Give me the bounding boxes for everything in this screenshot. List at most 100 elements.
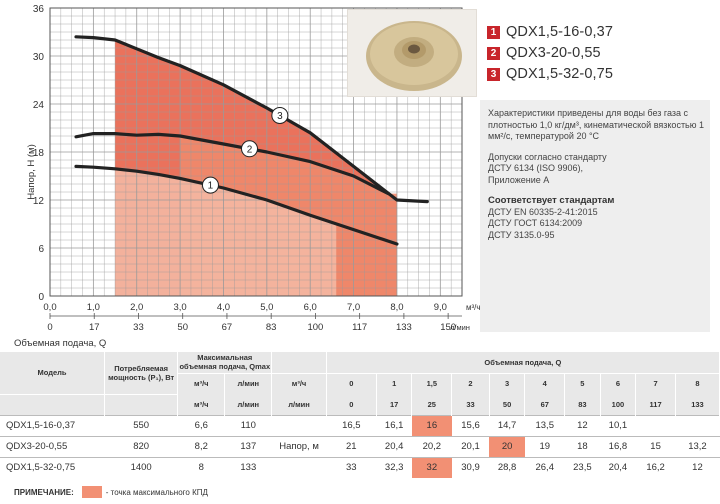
y-tick-label: 6 bbox=[38, 244, 44, 255]
x-tick-label-m3h: 1,0 bbox=[87, 302, 100, 313]
header-q-value: 8 bbox=[675, 373, 720, 394]
head-value-cell: 19 bbox=[524, 435, 565, 457]
info-conditions: Характеристики приведены для воды без га… bbox=[488, 108, 705, 141]
info-standard-1: ДСТУ EN 60335-2-41:2015 bbox=[488, 206, 598, 217]
power-cell: 1400 bbox=[104, 456, 178, 478]
header-q-lmin: 100 bbox=[600, 394, 637, 415]
legend-item-2: 2 QDX3-20-0,55 bbox=[487, 43, 712, 63]
header-qmax-m3h-unit: м³/ч bbox=[177, 394, 226, 415]
model-cell: QDX1,5-16-0,37 bbox=[0, 414, 105, 436]
header-q-lmin: 133 bbox=[675, 394, 720, 415]
header-power: Потребляемая мощность (P₁), Вт bbox=[104, 352, 179, 395]
head-value-cell: 20,4 bbox=[600, 456, 636, 478]
table-row: QDX1,5-32-0,75 1400 8 133 33 32,3 32 30,9 28,8 26… bbox=[0, 456, 720, 478]
specs-table: Модель Потребляемая мощность (P₁), Вт Ма… bbox=[0, 352, 720, 478]
header-q-value: 5 bbox=[564, 373, 601, 394]
head-value-cell: 23,5 bbox=[564, 456, 601, 478]
header-qmax-lmin-unit: л/мин bbox=[224, 394, 273, 415]
header-blank bbox=[0, 394, 106, 415]
header-q-value: 2 bbox=[451, 373, 490, 394]
legend: 1 QDX1,5-16-0,37 2 QDX3-20-0,55 3 QDX1,5… bbox=[487, 22, 712, 85]
head-value-cell: 21 bbox=[326, 435, 377, 457]
head-value-cell: 33 bbox=[326, 456, 377, 478]
x-tick-label-m3h: 9,0 bbox=[434, 302, 447, 313]
header-blank bbox=[104, 394, 179, 415]
power-cell: 550 bbox=[104, 414, 178, 436]
head-value-cell: 18 bbox=[564, 435, 601, 457]
header-q-lmin: 50 bbox=[489, 394, 526, 415]
x-tick-label-lmin: 100 bbox=[307, 322, 323, 333]
head-value-cell bbox=[635, 414, 676, 436]
legend-label: QDX3-20-0,55 bbox=[506, 45, 601, 61]
head-value-cell: 16 bbox=[411, 414, 452, 436]
info-standards-title: Соответствует стандартам bbox=[488, 195, 615, 206]
x-tick-label-m3h: 4,0 bbox=[217, 302, 230, 313]
header-unit-lmin: л/мин bbox=[271, 394, 327, 415]
table-row: QDX3-20-0,55 820 8,2 137 Напор, м 21 20,4 20,2 2… bbox=[0, 435, 720, 457]
head-value-cell: 16,5 bbox=[326, 414, 377, 436]
x-tick-label-lmin: 0 bbox=[47, 322, 52, 333]
impeller-image bbox=[347, 9, 477, 97]
x-tick-label-lmin: 17 bbox=[89, 322, 100, 333]
head-value-cell: 15,6 bbox=[451, 414, 490, 436]
impeller-icon bbox=[366, 21, 462, 91]
qmax-lmin-cell: 133 bbox=[224, 456, 272, 478]
head-value-cell: 20,4 bbox=[376, 435, 412, 457]
qmax-m3h-cell: 6,6 bbox=[177, 414, 225, 436]
curve-3 bbox=[74, 35, 429, 204]
qmax-m3h-cell: 8 bbox=[177, 456, 225, 478]
x-tick-label-m3h: 3,0 bbox=[173, 302, 186, 313]
x-tick-label-m3h: 8,0 bbox=[390, 302, 403, 313]
y-tick-label: 18 bbox=[33, 148, 45, 159]
x-tick-label-lmin: 133 bbox=[396, 322, 412, 333]
head-value-cell: 15 bbox=[635, 435, 676, 457]
header-q-lmin: 25 bbox=[411, 394, 453, 415]
head-value-cell: 26,4 bbox=[524, 456, 565, 478]
note-swatch bbox=[81, 486, 102, 498]
legend-label: QDX1,5-32-0,75 bbox=[506, 66, 613, 82]
x-tick-label-lmin: 150 bbox=[440, 322, 456, 333]
header-qmax-m3h: м³/ч bbox=[177, 373, 226, 394]
info-standard-3: ДСТУ 3135.0-95 bbox=[488, 229, 555, 240]
qmax-lmin-cell: 137 bbox=[224, 435, 272, 457]
y-tick-label: 24 bbox=[33, 100, 45, 111]
header-q-value: 6 bbox=[600, 373, 637, 394]
curve-label: 3 bbox=[277, 111, 283, 122]
x-tick-label-lmin: 33 bbox=[133, 322, 144, 333]
x-tick-label-m3h: 0,0 bbox=[43, 302, 56, 313]
power-cell: 820 bbox=[104, 435, 178, 457]
legend-item-1: 1 QDX1,5-16-0,37 bbox=[487, 22, 712, 42]
head-value-cell: 28,8 bbox=[489, 456, 525, 478]
x-tick-label-lmin: 50 bbox=[177, 322, 188, 333]
head-value-cell: 14,7 bbox=[489, 414, 525, 436]
head-value-cell: 12 bbox=[564, 414, 601, 436]
info-tolerance-standard: ДСТУ 6134 (ISO 9906), bbox=[488, 163, 584, 173]
x-tick-label-m3h: 6,0 bbox=[304, 302, 317, 313]
header-q-lmin: 83 bbox=[564, 394, 601, 415]
qmax-lmin-cell: 110 bbox=[224, 414, 272, 436]
y-tick-label: 12 bbox=[33, 196, 45, 207]
curve-label: 1 bbox=[208, 181, 214, 192]
head-label-cell bbox=[271, 414, 327, 436]
curve-1 bbox=[74, 164, 399, 246]
y-tick-label: 30 bbox=[33, 52, 45, 63]
header-q-lmin: 67 bbox=[524, 394, 566, 415]
head-label-cell: Напор, м bbox=[271, 435, 327, 457]
head-value-cell: 16,8 bbox=[600, 435, 636, 457]
note-text: - точка максимального КПД bbox=[105, 487, 208, 497]
x-tick-label-m3h: 7,0 bbox=[347, 302, 360, 313]
header-q-value: 7 bbox=[635, 373, 676, 394]
table-row: QDX1,5-16-0,37 550 6,6 110 16,5 16,1 16 15,6 14,… bbox=[0, 414, 720, 436]
header-q-value: 3 bbox=[489, 373, 526, 394]
header-q-value: 1 bbox=[376, 373, 413, 394]
header-q-lmin: 33 bbox=[451, 394, 490, 415]
model-cell: QDX3-20-0,55 bbox=[0, 435, 105, 457]
header-flow: Объемная подача, Q bbox=[326, 352, 720, 374]
head-value-cell: 20 bbox=[489, 435, 525, 457]
head-value-cell: 20,1 bbox=[451, 435, 490, 457]
head-value-cell: 32,3 bbox=[376, 456, 412, 478]
curve-label: 2 bbox=[247, 144, 253, 155]
head-value-cell: 10,1 bbox=[600, 414, 636, 436]
info-tolerance-annex: Приложение А bbox=[488, 174, 550, 185]
